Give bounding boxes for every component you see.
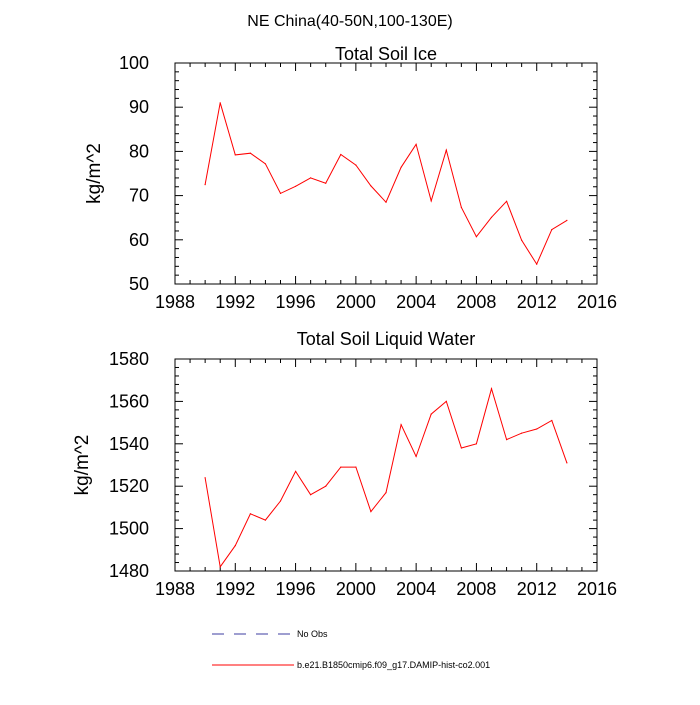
panel-2: 1988 1992 1996 2000 2004 2008 2012 2016 1480 1500… [72,329,617,599]
data-point [521,432,523,434]
data-point [400,166,402,168]
data-point [551,419,553,422]
y-tick-label: 70 [129,186,149,206]
data-point [566,219,568,221]
x-tick-label: 1992 [215,579,255,599]
data-point [295,470,297,472]
y-tick-label: 1480 [109,561,149,581]
data-point [460,206,462,209]
x-tick-label: 2000 [336,579,376,599]
data-point [204,477,206,479]
data-point [475,443,477,445]
data-point [204,184,206,186]
data-point [234,154,236,156]
data-point [385,201,387,203]
data-point [279,500,282,502]
y-tick-label: 1500 [109,519,149,539]
legend: No Obs b.e21.B1850cmip6.f09_g17.DAMIP-hi… [212,629,490,670]
panel-title: Total Soil Ice [335,44,437,64]
data-point [249,152,251,154]
data-point [445,400,447,402]
data-point [430,200,432,202]
x-tick-label: 1996 [276,292,316,312]
figure-title: NE China(40-50N,100-130E) [247,13,452,30]
data-point [551,229,553,231]
data-point [460,447,462,449]
data-point [521,239,523,241]
y-axis-label: kg/m^2 [72,435,93,496]
x-tick-label: 2008 [456,292,496,312]
data-point [415,455,417,458]
data-point [475,236,477,238]
data-point [325,485,327,487]
data-point [310,494,312,496]
data-point [490,216,493,218]
data-point [506,439,508,441]
x-tick-label: 1996 [276,579,316,599]
y-tick-label: 60 [129,230,149,250]
data-point [415,143,417,145]
x-tick-label: 1988 [155,292,195,312]
data-point [219,566,221,568]
data-point [506,200,508,202]
data-point [219,102,221,104]
data-point [370,511,372,513]
data-point [536,263,538,265]
x-tick-label: 2000 [336,292,376,312]
panel-1: 1988 1992 1996 2000 2004 2008 2012 2016 50 60 70 80… [84,44,617,312]
y-tick-label: 1520 [109,476,149,496]
x-tick-label: 2008 [456,579,496,599]
y-tick-label: 1540 [109,434,149,454]
data-point [385,492,387,494]
x-tick-label: 2004 [396,579,436,599]
data-point [234,545,236,547]
x-tick-label: 1988 [155,579,195,599]
y-tick-label: 1580 [109,349,149,369]
data-point [264,519,266,521]
data-point [566,462,568,464]
data-point [445,149,447,151]
data-point [355,466,357,468]
y-tick-label: 50 [129,274,149,294]
data-point [536,428,538,430]
y-axis-label: kg/m^2 [84,143,105,204]
data-point [355,164,357,166]
x-tick-label: 2016 [577,292,617,312]
y-tick-label: 80 [129,141,149,161]
data-point [264,163,266,165]
x-tick-label: 1992 [215,292,255,312]
y-tick-label: 90 [129,97,149,117]
data-point [310,177,312,179]
x-tick-label: 2012 [517,579,557,599]
data-point [295,185,297,187]
series-line [204,102,568,266]
data-point [430,413,432,415]
data-point [249,513,251,515]
x-tick-label: 2004 [396,292,436,312]
legend-label-no-obs: No Obs [297,629,328,639]
panel-title: Total Soil Liquid Water [297,329,475,349]
data-point [279,192,282,194]
data-point [370,185,372,187]
data-point [325,182,327,184]
plot-frame [174,62,598,285]
data-point [400,424,402,426]
data-point [340,153,342,156]
y-tick-label: 1560 [109,391,149,411]
legend-label-model-run: b.e21.B1850cmip6.f09_g17.DAMIP-hist-co2.… [297,660,490,670]
data-point [340,466,342,468]
series-line [204,386,568,569]
y-tick-label: 100 [119,53,149,73]
x-tick-label: 2016 [577,579,617,599]
data-point [490,388,493,390]
x-tick-label: 2012 [517,292,557,312]
